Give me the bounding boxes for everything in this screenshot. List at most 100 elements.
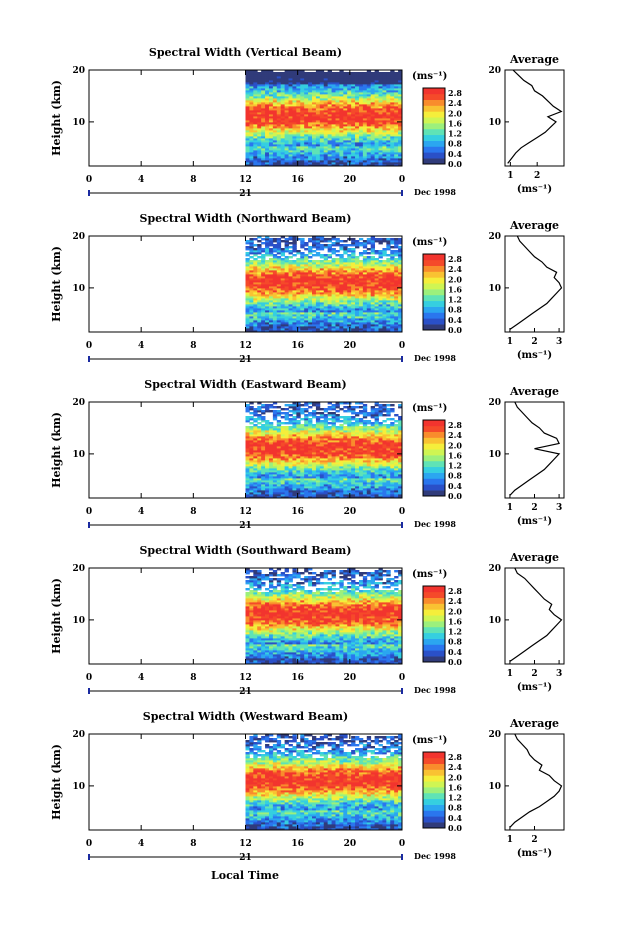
heatmap-cell bbox=[366, 78, 372, 81]
heatmap-cell bbox=[304, 468, 309, 471]
heatmap-cell bbox=[355, 256, 360, 259]
heatmap-cell bbox=[296, 310, 301, 313]
heatmap-cell bbox=[300, 254, 305, 257]
heatmap-cell bbox=[296, 276, 301, 279]
heatmap-cell bbox=[347, 308, 352, 311]
heatmap-cell bbox=[288, 298, 293, 301]
heatmap-cell bbox=[312, 326, 317, 329]
heatmap-cell bbox=[288, 72, 293, 75]
heatmap-cell bbox=[323, 268, 329, 271]
heatmap-cell bbox=[268, 116, 274, 119]
heatmap-cell bbox=[296, 286, 301, 289]
heatmap-cell bbox=[343, 442, 348, 445]
heatmap-cell bbox=[323, 428, 329, 431]
heatmap-cell bbox=[261, 416, 266, 419]
heatmap-cell bbox=[347, 422, 352, 425]
heatmap-cell bbox=[257, 308, 262, 311]
heatmap-cell bbox=[253, 456, 258, 459]
heatmap-cell bbox=[347, 268, 352, 271]
heatmap-cell bbox=[323, 80, 329, 83]
heatmap-cell bbox=[276, 414, 282, 417]
heatmap-cell bbox=[296, 102, 301, 105]
heatmap-cell bbox=[308, 86, 313, 89]
heatmap-cell bbox=[284, 448, 289, 451]
heatmap-cell bbox=[304, 142, 309, 145]
heatmap-cell bbox=[358, 130, 364, 133]
heatmap-cell bbox=[308, 142, 313, 145]
heatmap-cell bbox=[347, 270, 352, 273]
heatmap-cell bbox=[284, 318, 289, 321]
heatmap-cell bbox=[335, 330, 340, 333]
heatmap-cell bbox=[386, 138, 391, 141]
heatmap-cell bbox=[351, 488, 356, 491]
heatmap-cell bbox=[284, 294, 289, 297]
heatmap-cell bbox=[315, 496, 321, 499]
heatmap-cell bbox=[288, 422, 293, 425]
heatmap-cell bbox=[308, 480, 313, 483]
heatmap-cell bbox=[296, 72, 301, 75]
heatmap-cell bbox=[378, 76, 383, 79]
heatmap-cell bbox=[390, 270, 395, 273]
heatmap-cell bbox=[370, 112, 376, 115]
heatmap-cell bbox=[394, 264, 399, 267]
heatmap-cell bbox=[296, 322, 301, 325]
heatmap-cell bbox=[265, 466, 270, 469]
heatmap-cell bbox=[315, 290, 321, 293]
heatmap-cell bbox=[335, 470, 340, 473]
heatmap-cell bbox=[398, 294, 403, 297]
heatmap-cell bbox=[288, 86, 293, 89]
heatmap-cell bbox=[284, 96, 289, 99]
heatmap-cell bbox=[312, 294, 317, 297]
heatmap-cell bbox=[257, 244, 262, 247]
heatmap-cell bbox=[296, 326, 301, 329]
heatmap-cell bbox=[261, 452, 266, 455]
heatmap-cell bbox=[245, 264, 250, 267]
heatmap-cell bbox=[355, 304, 360, 307]
colorbar-swatch bbox=[423, 152, 445, 159]
heatmap-cell bbox=[245, 450, 250, 453]
heatmap-cell bbox=[370, 238, 376, 241]
heatmap-cell bbox=[323, 282, 329, 285]
heatmap-cell bbox=[304, 286, 309, 289]
heatmap-cell bbox=[335, 294, 340, 297]
heatmap-cell bbox=[390, 158, 395, 161]
heatmap-cell bbox=[315, 312, 321, 315]
heatmap-cell bbox=[366, 94, 372, 97]
heatmap-cell bbox=[347, 302, 352, 305]
heatmap-cell bbox=[327, 442, 332, 445]
heatmap-cell bbox=[276, 148, 282, 151]
heatmap-cell bbox=[304, 450, 309, 453]
heatmap-cell bbox=[288, 134, 293, 137]
heatmap-cell bbox=[335, 238, 340, 241]
heatmap-cell bbox=[351, 80, 356, 83]
heatmap-cell bbox=[245, 108, 250, 111]
heatmap-cell bbox=[292, 320, 297, 323]
heatmap-cell bbox=[339, 288, 344, 291]
heatmap-cell bbox=[261, 138, 266, 141]
heatmap-cell bbox=[257, 282, 262, 285]
heatmap-cell bbox=[351, 116, 356, 119]
heatmap-cell bbox=[296, 270, 301, 273]
heatmap-cell bbox=[304, 472, 309, 475]
heatmap-cell bbox=[296, 472, 301, 475]
heatmap-cell bbox=[370, 298, 376, 301]
heatmap-cell bbox=[382, 324, 387, 327]
heatmap-cell bbox=[374, 82, 379, 85]
heatmap-cell bbox=[358, 136, 364, 139]
heatmap-cell bbox=[312, 434, 317, 437]
heatmap-cell bbox=[347, 144, 352, 147]
heatmap-cell bbox=[394, 304, 399, 307]
heatmap-cell bbox=[245, 94, 250, 97]
heatmap-cell bbox=[253, 86, 258, 89]
heatmap-cell bbox=[358, 122, 364, 125]
heatmap-cell bbox=[335, 102, 340, 105]
heatmap-cell bbox=[257, 306, 262, 309]
heatmap-cell bbox=[366, 320, 372, 323]
heatmap-cell bbox=[362, 274, 368, 277]
heatmap-cell bbox=[378, 144, 383, 147]
heatmap-cell bbox=[351, 120, 356, 123]
heatmap-cell bbox=[257, 428, 262, 431]
heatmap-cell bbox=[296, 126, 301, 129]
heatmap-cell bbox=[327, 328, 332, 331]
heatmap-cell bbox=[331, 72, 336, 75]
